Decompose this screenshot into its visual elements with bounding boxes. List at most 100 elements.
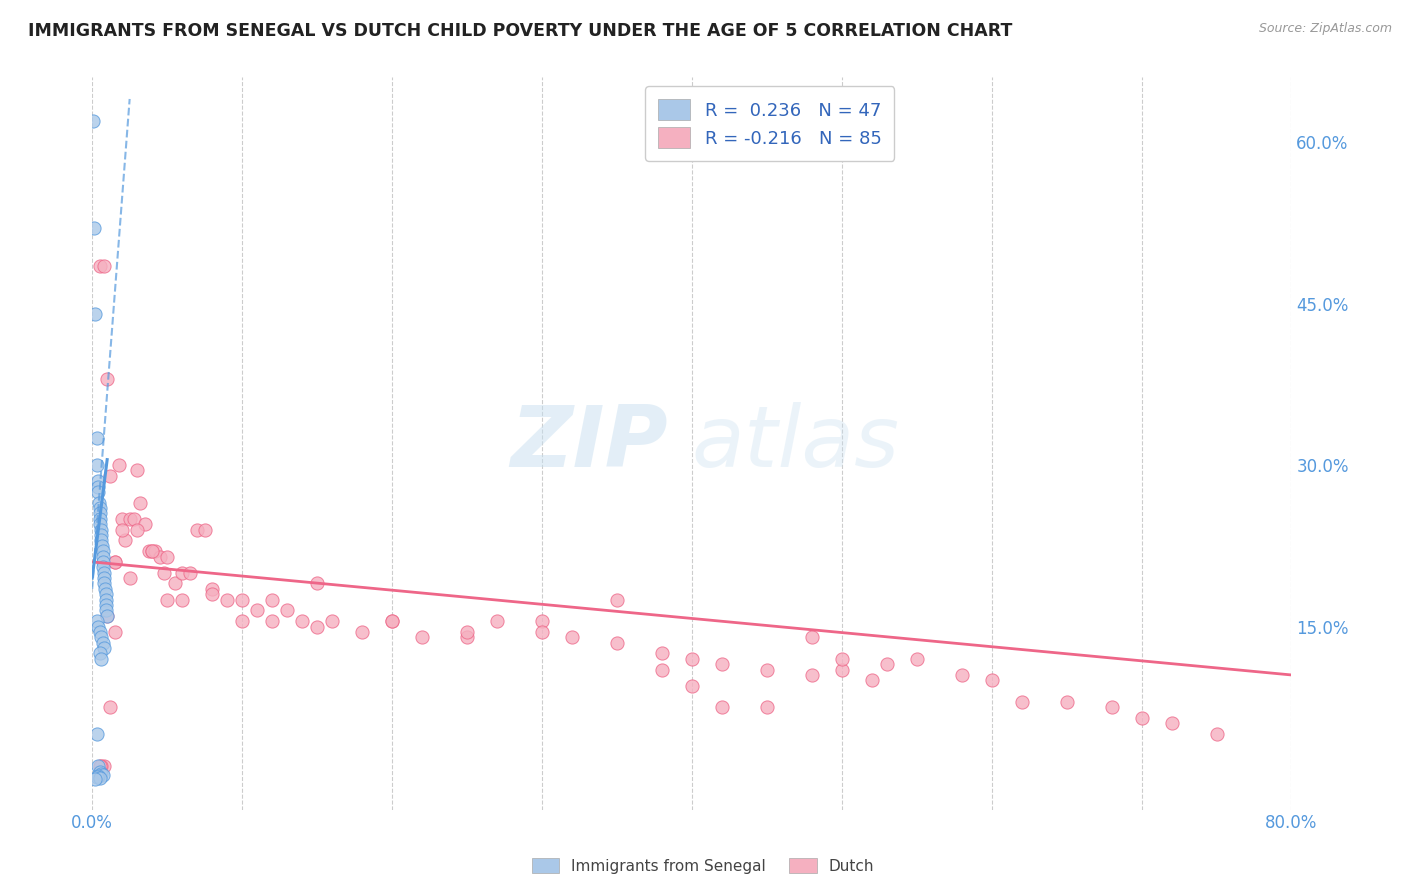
Text: ZIP: ZIP <box>510 402 668 485</box>
Point <box>93 566 115 580</box>
Point <box>86 770 108 784</box>
Point <box>231 614 253 628</box>
Point <box>381 614 404 628</box>
Point <box>114 533 136 548</box>
Point <box>96 608 118 623</box>
Point <box>291 614 314 628</box>
Point <box>651 663 673 677</box>
Point <box>96 608 118 623</box>
Point <box>91 549 114 564</box>
Point <box>905 652 928 666</box>
Point <box>111 523 134 537</box>
Point <box>90 539 112 553</box>
Point <box>141 544 163 558</box>
Point <box>1205 727 1227 741</box>
Point <box>305 576 328 591</box>
Point <box>231 592 253 607</box>
Point <box>710 657 733 672</box>
Point <box>104 555 127 569</box>
Point <box>179 566 201 580</box>
Point <box>93 560 115 574</box>
Point <box>305 619 328 633</box>
Legend: Immigrants from Senegal, Dutch: Immigrants from Senegal, Dutch <box>526 852 880 880</box>
Point <box>94 587 117 601</box>
Point <box>94 582 117 596</box>
Point <box>104 624 127 639</box>
Point <box>91 544 114 558</box>
Point <box>96 372 118 386</box>
Point <box>83 221 105 235</box>
Point <box>194 523 217 537</box>
Point <box>530 624 553 639</box>
Point <box>172 566 194 580</box>
Point <box>91 635 114 649</box>
Point <box>755 700 778 714</box>
Point <box>201 582 224 596</box>
Point <box>1101 700 1123 714</box>
Point <box>381 614 404 628</box>
Point <box>1130 711 1153 725</box>
Point <box>350 624 373 639</box>
Point <box>87 484 110 499</box>
Point <box>138 544 160 558</box>
Point <box>84 772 107 787</box>
Point <box>262 614 284 628</box>
Point <box>606 635 628 649</box>
Point <box>876 657 898 672</box>
Point <box>134 517 156 532</box>
Point <box>262 592 284 607</box>
Point <box>91 555 114 569</box>
Point <box>87 769 110 783</box>
Point <box>108 458 131 472</box>
Point <box>321 614 343 628</box>
Point <box>94 592 117 607</box>
Point <box>118 512 141 526</box>
Point <box>89 517 111 532</box>
Point <box>98 468 121 483</box>
Point <box>89 772 111 786</box>
Text: IMMIGRANTS FROM SENEGAL VS DUTCH CHILD POVERTY UNDER THE AGE OF 5 CORRELATION CH: IMMIGRANTS FROM SENEGAL VS DUTCH CHILD P… <box>28 22 1012 40</box>
Point <box>606 592 628 607</box>
Point <box>651 647 673 661</box>
Text: Source: ZipAtlas.com: Source: ZipAtlas.com <box>1258 22 1392 36</box>
Point <box>94 598 117 612</box>
Point <box>411 630 433 644</box>
Point <box>93 259 115 273</box>
Point <box>143 544 166 558</box>
Point <box>156 592 179 607</box>
Point <box>530 614 553 628</box>
Point <box>86 458 108 472</box>
Point <box>89 259 111 273</box>
Point <box>86 431 108 445</box>
Point <box>153 566 176 580</box>
Point <box>89 647 111 661</box>
Point <box>90 533 112 548</box>
Point <box>681 679 703 693</box>
Point <box>93 759 115 773</box>
Point <box>1056 695 1078 709</box>
Point <box>86 614 108 628</box>
Point <box>276 603 298 617</box>
Point <box>149 549 172 564</box>
Point <box>456 630 478 644</box>
Point <box>800 630 823 644</box>
Point <box>950 668 973 682</box>
Point <box>217 592 239 607</box>
Point <box>1160 716 1182 731</box>
Point <box>89 759 111 773</box>
Point <box>86 727 108 741</box>
Point <box>800 668 823 682</box>
Point <box>201 587 224 601</box>
Point <box>90 759 112 773</box>
Point <box>122 512 145 526</box>
Point <box>710 700 733 714</box>
Point <box>96 603 118 617</box>
Point <box>89 624 111 639</box>
Point <box>90 523 112 537</box>
Legend: R =  0.236   N = 47, R = -0.216   N = 85: R = 0.236 N = 47, R = -0.216 N = 85 <box>645 87 894 161</box>
Point <box>681 652 703 666</box>
Point <box>87 619 110 633</box>
Point <box>90 630 112 644</box>
Point <box>485 614 508 628</box>
Point <box>98 700 121 714</box>
